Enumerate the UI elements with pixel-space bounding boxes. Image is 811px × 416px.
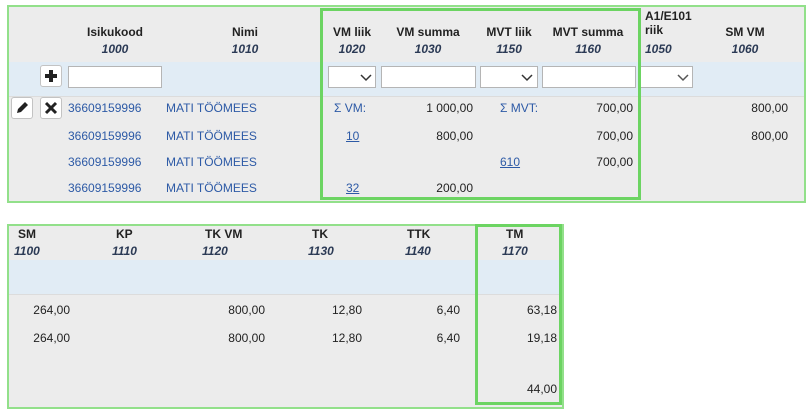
x-icon xyxy=(44,101,58,115)
column-header: TK xyxy=(312,227,328,241)
column-header: VM liik xyxy=(332,25,371,39)
filter-input[interactable] xyxy=(542,66,636,88)
pencil-icon xyxy=(17,102,28,113)
filter-select[interactable] xyxy=(640,66,693,88)
table-cell: 6,40 xyxy=(436,303,460,317)
table-cell: 700,00 xyxy=(596,101,633,115)
filter-input[interactable] xyxy=(381,66,476,88)
table-cell: 1 000,00 xyxy=(426,101,473,115)
separator xyxy=(9,294,562,295)
column-header: Isikukood xyxy=(86,25,143,39)
column-code: 1160 xyxy=(575,42,601,56)
table-cell: 63,18 xyxy=(526,303,557,317)
table-cell: 264,00 xyxy=(33,303,70,317)
table-cell: 12,80 xyxy=(331,331,362,345)
column-header: TK VM xyxy=(205,227,243,241)
column-header: SM xyxy=(18,227,36,241)
column-header: VM summa xyxy=(396,25,460,39)
column-code: 1130 xyxy=(308,244,334,258)
column-code: 1010 xyxy=(231,42,259,56)
table-cell: MATI TÖÖMEES xyxy=(166,155,257,169)
plus-icon xyxy=(45,70,57,82)
column-header: TM xyxy=(506,227,524,241)
column-code: 1150 xyxy=(496,42,522,56)
column-code: 1110 xyxy=(112,244,137,258)
add-button[interactable] xyxy=(40,65,62,87)
table-cell: MATI TÖÖMEES xyxy=(166,129,257,143)
highlight-box xyxy=(475,224,562,405)
filter-row xyxy=(9,260,562,294)
column-code: 1100 xyxy=(14,244,40,258)
delete-button[interactable] xyxy=(40,97,62,119)
column-code: 1170 xyxy=(502,244,528,258)
table-cell: MATI TÖÖMEES xyxy=(166,101,257,115)
table-cell: 200,00 xyxy=(436,181,473,195)
table-cell: 800,00 xyxy=(436,129,473,143)
table-cell: 800,00 xyxy=(228,331,265,345)
column-header: A1/E101 riik xyxy=(645,9,692,37)
column-code: 1030 xyxy=(414,42,442,56)
separator xyxy=(9,96,804,97)
cell-link[interactable]: 32 xyxy=(346,181,360,195)
column-code: 1020 xyxy=(338,42,366,56)
table-cell: MATI TÖÖMEES xyxy=(166,181,257,195)
table-cell: 6,40 xyxy=(436,331,460,345)
table-cell: Σ MVT: xyxy=(500,101,539,115)
column-code: 1050 xyxy=(645,42,672,56)
table-cell: 36609159996 xyxy=(68,129,142,143)
table-cell: 36609159996 xyxy=(68,155,142,169)
table-cell: 44,00 xyxy=(526,382,557,396)
table-cell: 19,18 xyxy=(526,331,557,345)
column-code: 1140 xyxy=(405,244,431,258)
table-cell: Σ VM: xyxy=(334,101,367,115)
bottom-panel xyxy=(7,224,564,409)
table-cell: 12,80 xyxy=(331,303,362,317)
filter-select[interactable] xyxy=(480,66,538,88)
column-header: MVT liik xyxy=(486,25,532,39)
column-header: MVT summa xyxy=(552,25,624,39)
highlight-box xyxy=(320,8,641,200)
column-header: Nimi xyxy=(231,25,258,39)
table-cell: 800,00 xyxy=(228,303,265,317)
column-header: KP xyxy=(116,227,133,241)
column-header: TTK xyxy=(407,227,431,241)
column-code: 1000 xyxy=(101,42,129,56)
filter-input[interactable] xyxy=(68,66,162,88)
table-cell: 800,00 xyxy=(751,101,788,115)
table-cell: 700,00 xyxy=(596,155,633,169)
column-header: SM VM xyxy=(725,25,765,39)
edit-button[interactable] xyxy=(11,97,33,119)
table-cell: 36609159996 xyxy=(68,101,142,115)
cell-link[interactable]: 10 xyxy=(346,129,360,143)
column-code: 1060 xyxy=(731,42,759,56)
table-cell: 36609159996 xyxy=(68,181,142,195)
table-cell: 700,00 xyxy=(596,129,633,143)
filter-select[interactable] xyxy=(328,66,376,88)
cell-link[interactable]: 610 xyxy=(500,155,521,169)
table-cell: 264,00 xyxy=(33,331,70,345)
table-cell: 800,00 xyxy=(751,129,788,143)
column-code: 1120 xyxy=(202,244,228,258)
